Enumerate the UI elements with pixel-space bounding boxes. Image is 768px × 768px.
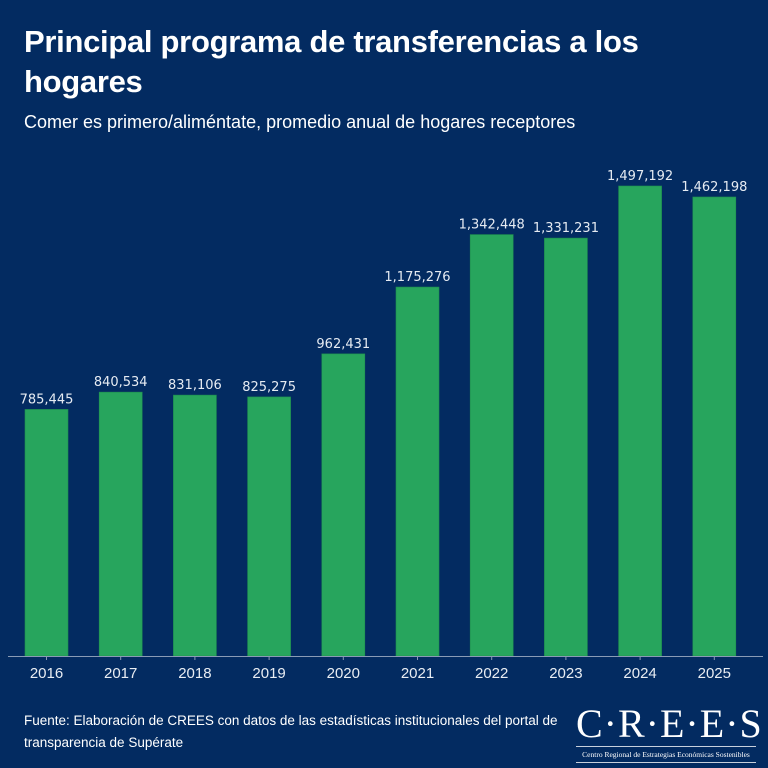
- crees-logo: C·R·E·E·S Centro Regional de Estrategias…: [576, 701, 763, 765]
- logo-rule-top: [576, 746, 756, 747]
- bar-2024: [618, 185, 662, 657]
- x-tick-label-2019: 2019: [252, 665, 285, 682]
- bar-2016: [24, 409, 69, 657]
- x-tick-label-2024: 2024: [623, 665, 656, 682]
- x-tick-label-2021: 2021: [401, 665, 434, 682]
- x-tick-labels-group: 2016 2017 2018 2019 2020 2021 2022 2023 2024 2025: [30, 656, 731, 682]
- value-label-2021: 1,175,276: [384, 270, 450, 285]
- value-label-2025: 1,462,198: [681, 180, 747, 195]
- bar-2022: [469, 234, 514, 657]
- value-label-2019: 825,275: [242, 380, 296, 395]
- value-label-2022: 1,342,448: [459, 218, 525, 233]
- bar-2018: [173, 394, 217, 657]
- bar-2023: [544, 237, 588, 657]
- x-tick-label-2017: 2017: [104, 665, 137, 682]
- value-label-2017: 840,534: [94, 375, 148, 390]
- bar-2020: [321, 353, 366, 657]
- x-tick-label-2016: 2016: [30, 665, 63, 682]
- bar-2017: [98, 391, 143, 657]
- logo-subtitle: Centro Regional de Estrategias Económica…: [582, 750, 750, 759]
- logo-rule-bottom: [576, 762, 756, 763]
- x-tick-label-2020: 2020: [327, 665, 360, 682]
- logo-wordmark: C·R·E·E·S: [576, 701, 763, 746]
- value-label-2023: 1,331,231: [533, 221, 599, 236]
- bars-group: [24, 185, 737, 657]
- bar-chart: 785,445 840,534 831,106 825,275 962,431 1,175…: [8, 169, 763, 682]
- source-note: Fuente: Elaboración de CREES con datos d…: [24, 713, 558, 750]
- value-label-2016: 785,445: [20, 392, 74, 407]
- x-tick-label-2018: 2018: [178, 665, 211, 682]
- value-label-2024: 1,497,192: [607, 169, 673, 184]
- x-tick-label-2025: 2025: [698, 665, 731, 682]
- chart-title: Principal programa de transferencias a l…: [24, 24, 639, 99]
- value-labels-group: 785,445 840,534 831,106 825,275 962,431 1,175…: [20, 169, 748, 407]
- value-label-2018: 831,106: [168, 378, 222, 393]
- x-tick-label-2023: 2023: [549, 665, 582, 682]
- bar-2025: [692, 196, 737, 657]
- bar-2021: [395, 286, 440, 657]
- value-label-2020: 962,431: [316, 337, 370, 352]
- bar-2019: [247, 396, 291, 657]
- chart-subtitle: Comer es primero/aliméntate, promedio an…: [24, 112, 576, 132]
- x-tick-label-2022: 2022: [475, 665, 508, 682]
